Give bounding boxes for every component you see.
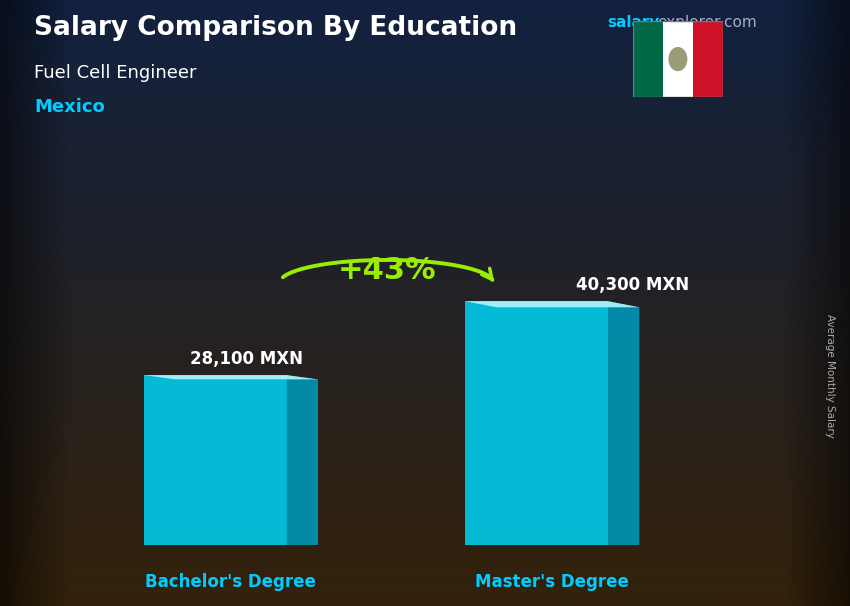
Text: +43%: +43%	[337, 256, 436, 285]
Text: 40,300 MXN: 40,300 MXN	[575, 276, 688, 294]
Polygon shape	[465, 301, 608, 545]
Polygon shape	[144, 375, 286, 545]
Text: Salary Comparison By Education: Salary Comparison By Education	[34, 15, 517, 41]
Bar	[663, 21, 693, 97]
Text: Average Monthly Salary: Average Monthly Salary	[824, 314, 835, 438]
Text: 28,100 MXN: 28,100 MXN	[190, 350, 303, 368]
Polygon shape	[286, 375, 318, 545]
Bar	[693, 21, 722, 97]
Text: Master's Degree: Master's Degree	[475, 573, 629, 591]
Text: Bachelor's Degree: Bachelor's Degree	[145, 573, 316, 591]
Text: salary: salary	[608, 15, 660, 30]
Text: Mexico: Mexico	[34, 98, 105, 116]
Text: Fuel Cell Engineer: Fuel Cell Engineer	[34, 64, 196, 82]
Polygon shape	[465, 301, 639, 307]
Polygon shape	[608, 301, 639, 545]
Text: explorer.com: explorer.com	[657, 15, 756, 30]
Polygon shape	[144, 375, 318, 379]
Circle shape	[668, 47, 688, 72]
Bar	[633, 21, 663, 97]
